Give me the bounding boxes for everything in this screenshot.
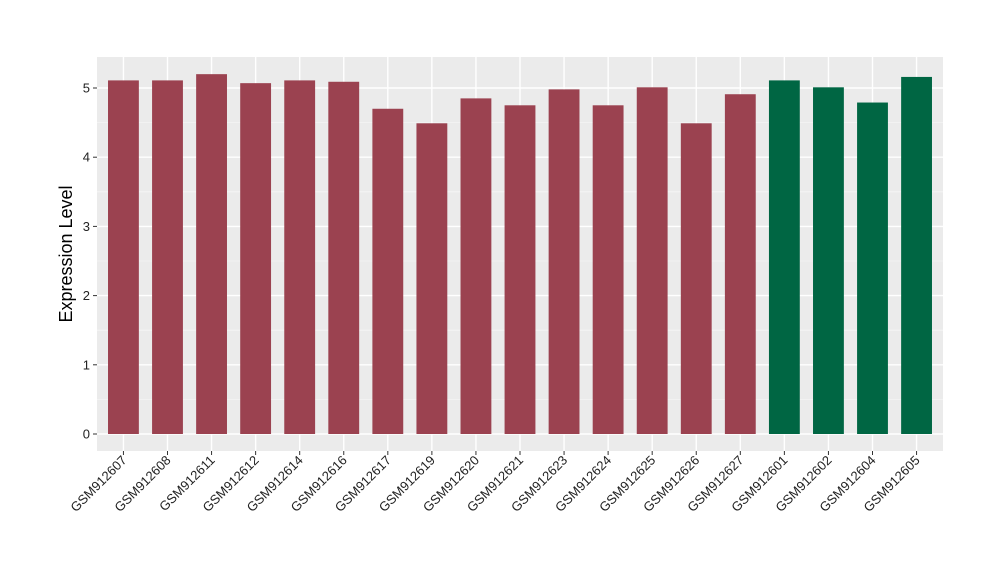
bar-GSM912608: [152, 80, 183, 434]
bar-GSM912623: [548, 89, 580, 434]
bar-GSM912625: [636, 87, 668, 435]
bar-GSM912607: [108, 80, 139, 434]
bar-GSM912611: [196, 74, 227, 434]
y-tick-label: 5: [83, 81, 90, 96]
bar-GSM912624: [592, 105, 624, 435]
bar-GSM912602: [813, 87, 844, 435]
x-axis: GSM912607GSM912608GSM912611GSM912612GSM9…: [67, 451, 923, 515]
y-axis: 0 1 2 3 4 5: [83, 81, 97, 442]
bar-GSM912616: [328, 81, 360, 434]
bar-GSM912620: [460, 98, 492, 434]
bar-GSM912605: [901, 76, 932, 434]
bar-GSM912614: [284, 80, 316, 434]
y-tick-label: 0: [83, 427, 90, 442]
bar-GSM912612: [240, 83, 272, 434]
y-tick-label: 2: [83, 288, 90, 303]
y-tick-label: 4: [83, 150, 90, 165]
bar-GSM912619: [416, 123, 448, 435]
y-axis-title: Expression Level: [56, 185, 76, 322]
bar-GSM912617: [372, 108, 404, 434]
y-tick-label: 3: [83, 219, 90, 234]
bars: [108, 74, 932, 435]
y-tick-label: 1: [83, 357, 90, 372]
bar-GSM912621: [504, 105, 536, 435]
bar-GSM912601: [768, 80, 800, 434]
bar-GSM912604: [857, 102, 888, 435]
bar-GSM912627: [724, 94, 756, 434]
bar-GSM912626: [680, 123, 712, 435]
